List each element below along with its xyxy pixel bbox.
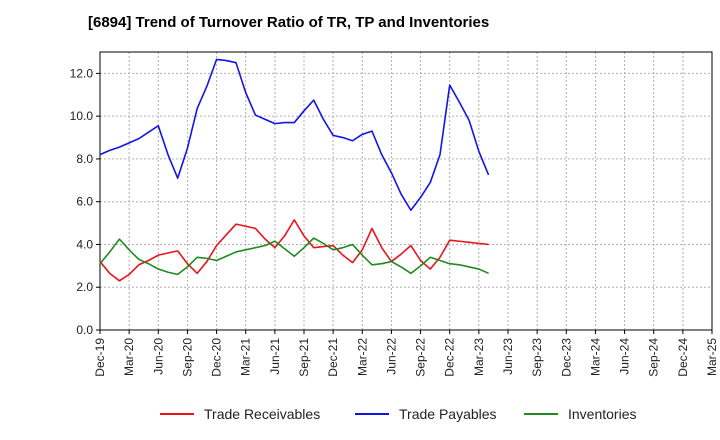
- x-tick-label: Mar-22: [355, 338, 369, 376]
- x-tick-label: Mar-21: [239, 338, 253, 376]
- x-tick-label: Jun-24: [618, 338, 632, 375]
- x-tick-label: Jun-21: [268, 338, 282, 375]
- x-tick-label: Dec-19: [93, 338, 107, 377]
- x-tick-label: Sep-21: [297, 338, 311, 377]
- chart-title: [6894] Trend of Turnover Ratio of TR, TP…: [88, 14, 490, 31]
- x-tick-label: Dec-20: [210, 338, 224, 377]
- x-tick-label: Jun-23: [501, 338, 515, 375]
- y-tick-label: 8.0: [76, 152, 93, 166]
- x-tick-label: Dec-22: [443, 338, 457, 377]
- x-tick-label: Jun-20: [151, 338, 165, 375]
- x-tick-label: Sep-24: [647, 338, 661, 377]
- x-tick-label: Sep-20: [180, 338, 194, 377]
- x-tick-label: Jun-22: [384, 338, 398, 375]
- y-tick-label: 10.0: [70, 109, 94, 123]
- y-tick-label: 2.0: [76, 280, 93, 294]
- x-tick-label: Sep-23: [530, 338, 544, 377]
- y-tick-label: 4.0: [76, 237, 93, 251]
- y-tick-label: 6.0: [76, 195, 93, 209]
- legend-label: Trade Payables: [399, 406, 497, 422]
- x-tick-label: Sep-22: [414, 338, 428, 377]
- legend-label: Trade Receivables: [204, 406, 320, 422]
- y-tick-label: 0.0: [76, 323, 93, 337]
- x-tick-label: Dec-24: [676, 338, 690, 377]
- x-tick-label: Mar-24: [588, 338, 602, 376]
- series-line-inventories: [99, 237, 489, 276]
- y-tick-label: 12.0: [70, 66, 94, 80]
- x-tick-label: Mar-20: [122, 338, 136, 376]
- x-tick-label: Mar-25: [705, 338, 719, 376]
- plot-border: [99, 51, 713, 331]
- x-tick-label: Dec-23: [559, 338, 573, 377]
- series-line-trade-payables: [99, 58, 490, 212]
- legend-label: Inventories: [568, 406, 636, 422]
- plot-area: [99, 51, 713, 331]
- x-tick-label: Dec-21: [326, 338, 340, 377]
- x-tick-label: Mar-23: [472, 338, 486, 376]
